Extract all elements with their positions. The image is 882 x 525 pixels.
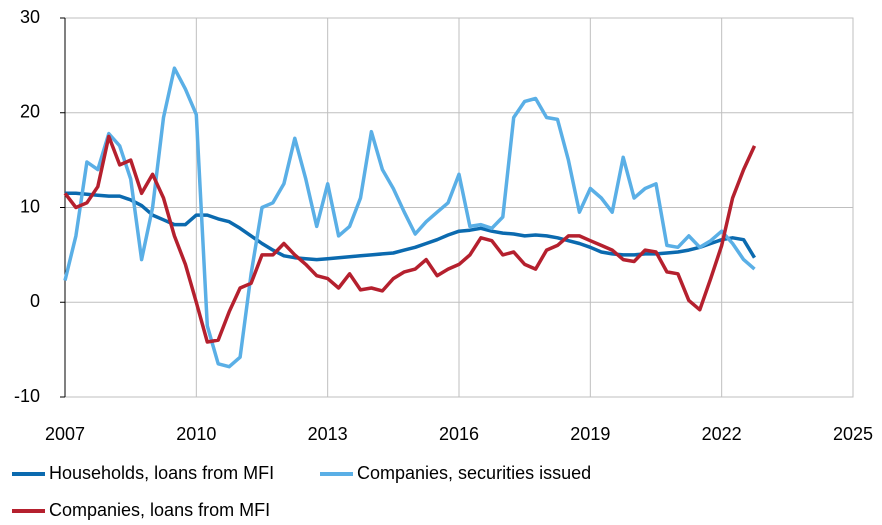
- x-tick-label: 2013: [308, 424, 348, 444]
- y-tick-label: 10: [20, 196, 40, 216]
- series-line: [63, 134, 757, 344]
- y-tick-label: -10: [14, 386, 40, 406]
- legend-label: Households, loans from MFI: [49, 463, 274, 483]
- y-tick-label: 0: [30, 291, 40, 311]
- x-tick-label: 2025: [833, 424, 873, 444]
- x-tick-label: 2022: [702, 424, 742, 444]
- legend-label: Companies, securities issued: [357, 463, 591, 483]
- x-tick-label: 2007: [45, 424, 85, 444]
- y-tick-label: 30: [20, 7, 40, 27]
- legend-label: Companies, loans from MFI: [49, 500, 270, 520]
- x-tick-label: 2019: [570, 424, 610, 444]
- y-tick-label: 20: [20, 102, 40, 122]
- x-tick-label: 2010: [176, 424, 216, 444]
- x-tick-label: 2016: [439, 424, 479, 444]
- series-line: [63, 66, 756, 369]
